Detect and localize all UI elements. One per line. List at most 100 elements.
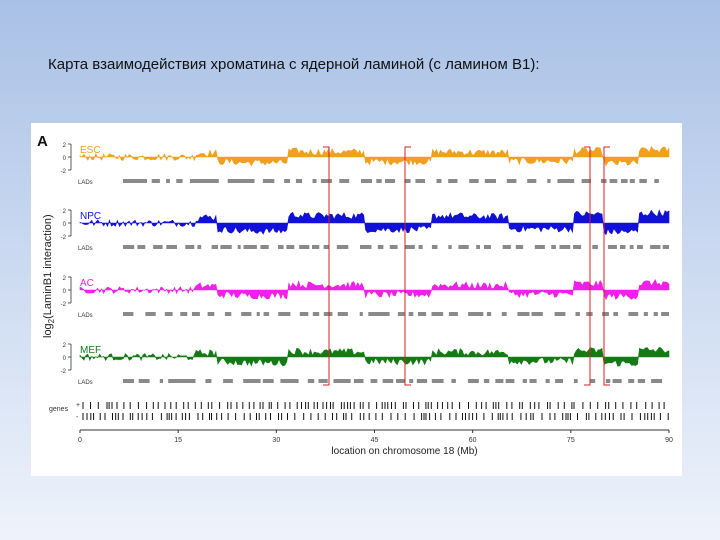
lad-segment xyxy=(483,379,490,383)
lad-segment xyxy=(227,179,255,183)
lad-segment xyxy=(224,312,232,316)
highlight-box-1-left xyxy=(323,146,330,386)
lad-segment xyxy=(581,179,591,183)
x-tick-label: 30 xyxy=(272,437,280,444)
lad-segment xyxy=(529,379,537,383)
lad-segment xyxy=(628,379,635,383)
track-tick-label: 2 xyxy=(63,209,67,215)
lad-segment xyxy=(263,312,270,316)
x-axis: 0 15 30 45 60 75 90 location on chromosome 18 (… xyxy=(78,429,673,457)
track-esc: ESC 2 0 -2 LADs xyxy=(61,143,670,186)
lad-segment xyxy=(286,245,295,249)
lad-segment xyxy=(164,312,173,316)
track-signal xyxy=(79,346,670,367)
lad-segment xyxy=(448,312,458,316)
lad-segment xyxy=(189,179,219,183)
lad-segment xyxy=(409,379,414,383)
lad-segment xyxy=(353,379,364,383)
lad-segment xyxy=(469,179,479,183)
track-tick-label: 0 xyxy=(63,356,67,362)
track-tick-label: 2 xyxy=(63,343,67,349)
track-tick-label: -2 xyxy=(61,235,67,241)
lad-segment xyxy=(607,245,617,249)
lad-segment xyxy=(339,179,350,183)
highlight-box-2-left xyxy=(584,146,591,386)
lad-segment xyxy=(312,312,320,316)
track-tick-label: 0 xyxy=(63,289,67,295)
lad-segment xyxy=(123,245,135,249)
lad-segment xyxy=(262,179,275,183)
track-mef: MEF 2 0 -2 LADs xyxy=(61,343,670,386)
track-signal xyxy=(79,209,670,236)
track-ac: AC 2 0 -2 LADs xyxy=(61,276,670,319)
lad-segment xyxy=(527,179,537,183)
lad-segment xyxy=(415,179,425,183)
x-tick-label: 90 xyxy=(665,437,673,444)
lad-segment xyxy=(241,312,252,316)
lad-segment xyxy=(621,179,628,183)
lad-segment xyxy=(284,179,290,183)
lad-segment xyxy=(333,379,351,383)
lad-segment xyxy=(592,245,598,249)
x-axis-title: location on chromosome 18 (Mb) xyxy=(331,446,477,457)
lad-segment xyxy=(613,312,618,316)
lad-segment xyxy=(396,379,405,383)
track-name: MEF xyxy=(80,345,101,356)
lad-segment xyxy=(467,379,479,383)
track-npc: NPC 2 0 -2 LADs xyxy=(61,209,670,252)
lad-segment xyxy=(385,179,396,183)
lad-segment xyxy=(436,179,442,183)
lad-segment xyxy=(643,312,648,316)
lad-segment xyxy=(323,312,333,316)
lad-segment xyxy=(589,379,596,383)
track-signal xyxy=(79,279,670,301)
lads-label: LADs xyxy=(78,246,93,252)
lad-segment xyxy=(166,179,170,183)
lad-segment xyxy=(650,245,661,249)
highlight-boxes xyxy=(323,146,610,386)
lad-segment xyxy=(506,179,517,183)
chromatin-lamina-figure: A log2(LaminB1 interaction) ESC 2 0 -2 LADs N… xyxy=(31,123,682,476)
lad-segment xyxy=(555,379,563,383)
lad-segment xyxy=(404,245,415,249)
track-name: ESC xyxy=(80,145,101,156)
lad-segment xyxy=(211,245,218,249)
lad-segment xyxy=(237,245,241,249)
lad-segment xyxy=(431,379,444,383)
lad-segment xyxy=(468,312,484,316)
lad-segment xyxy=(123,312,134,316)
lad-segment xyxy=(320,179,332,183)
lad-segment xyxy=(418,312,427,316)
lad-segment xyxy=(123,379,134,383)
lad-segment xyxy=(359,312,363,316)
panel-label: A xyxy=(37,133,48,150)
lad-segment xyxy=(377,245,384,249)
lad-segment xyxy=(370,379,378,383)
lad-segment xyxy=(551,245,556,249)
lad-segment xyxy=(557,179,575,183)
lad-segment xyxy=(220,245,232,249)
track-tick-label: 0 xyxy=(63,222,67,228)
track-tick-label: 2 xyxy=(63,276,67,282)
lad-segment xyxy=(280,379,299,383)
lad-segment xyxy=(517,312,530,316)
lad-segment xyxy=(628,312,639,316)
track-tick-label: -2 xyxy=(61,169,67,175)
track-name: AC xyxy=(80,278,94,289)
lad-segment xyxy=(180,312,188,316)
track-tick-label: -2 xyxy=(61,302,67,308)
lad-segment xyxy=(531,312,543,316)
lad-segment xyxy=(448,245,452,249)
genes-label: genes xyxy=(49,406,69,413)
lad-segment xyxy=(262,379,274,383)
lad-segment xyxy=(123,179,147,183)
lad-segment xyxy=(312,245,320,249)
lad-segment xyxy=(661,312,669,316)
lad-segment xyxy=(573,379,578,383)
lad-segment xyxy=(153,245,163,249)
track-tick-label: 2 xyxy=(63,143,67,149)
tracks-group: ESC 2 0 -2 LADs NPC 2 0 -2 LADs AC 2 0 -2 LADs MEF 2 0 -2 L… xyxy=(61,143,670,386)
lad-segment xyxy=(495,379,504,383)
lad-segment xyxy=(197,245,202,249)
lad-segment xyxy=(547,179,551,183)
